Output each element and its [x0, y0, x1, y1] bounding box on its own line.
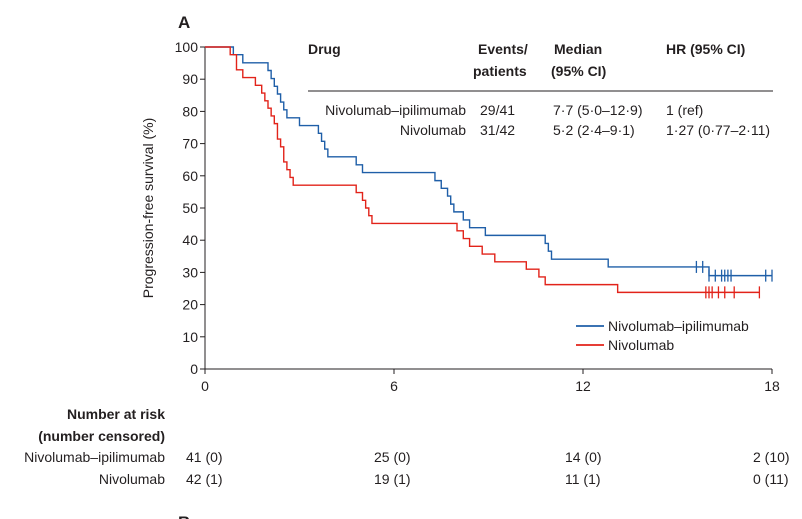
- y-tick-label: 100: [175, 39, 199, 55]
- risk-row-2-label: Nivolumab: [99, 471, 165, 487]
- y-tick-label: 0: [190, 361, 198, 377]
- x-tick-label: 12: [575, 378, 591, 394]
- risk-row-2-value: 19 (1): [374, 471, 411, 487]
- hr-row-2-drug: Nivolumab: [400, 122, 466, 138]
- survival-curves: [205, 46, 773, 299]
- legend-label-nivolumab: Nivolumab: [608, 337, 674, 353]
- hr-row-1-hr: 1 (ref): [666, 102, 703, 118]
- risk-table: Number at risk (number censored) Nivolum…: [24, 406, 789, 487]
- hr-row-2-hr: 1·27 (0·77–2·11): [666, 122, 770, 138]
- hr-header-events-1: Events/: [478, 41, 528, 57]
- risk-row-1-value: 14 (0): [565, 449, 602, 465]
- risk-table-title-2: (number censored): [38, 428, 165, 444]
- x-tick-label: 18: [764, 378, 780, 394]
- y-tick-label: 20: [182, 297, 198, 313]
- risk-row-2-value: 42 (1): [186, 471, 223, 487]
- x-tick-label: 6: [390, 378, 398, 394]
- hr-row-2-median: 5·2 (2·4–9·1): [553, 122, 635, 138]
- hr-header-events-2: patients: [473, 63, 527, 79]
- x-tick-label: 0: [201, 378, 209, 394]
- hr-row-1-drug: Nivolumab–ipilimumab: [325, 102, 466, 118]
- hr-row-1-median: 7·7 (5·0–12·9): [553, 102, 643, 118]
- legend-label-nivolumab-ipilimumab: Nivolumab–ipilimumab: [608, 318, 749, 334]
- panel-label-b: B: [178, 513, 190, 519]
- x-axis: 0 6 12 18: [201, 369, 780, 394]
- hr-row-2-events: 31/42: [480, 122, 515, 138]
- y-tick-label: 50: [182, 200, 198, 216]
- risk-row-1-value: 2 (10): [753, 449, 790, 465]
- hr-header-hr: HR (95% CI): [666, 41, 745, 57]
- panel-label-a: A: [178, 13, 190, 32]
- legend: Nivolumab–ipilimumab Nivolumab: [576, 318, 749, 353]
- series-line-nivolumab: [205, 46, 760, 294]
- y-axis-label: Progression-free survival (%): [140, 118, 156, 299]
- y-axis: 0 10 20 30 40 50 60 70 80 90 100: [175, 39, 205, 377]
- hr-header-median-2: (95% CI): [551, 63, 606, 79]
- series-line-nivolumab-ipilimumab: [205, 46, 772, 277]
- y-tick-label: 90: [182, 71, 198, 87]
- risk-row-1-value: 25 (0): [374, 449, 411, 465]
- risk-row-1-value: 41 (0): [186, 449, 223, 465]
- y-tick-label: 60: [182, 168, 198, 184]
- risk-row-2-value: 0 (11): [753, 471, 789, 487]
- y-tick-label: 70: [182, 136, 198, 152]
- risk-row-2-value: 11 (1): [565, 471, 601, 487]
- risk-row-1-label: Nivolumab–ipilimumab: [24, 449, 165, 465]
- y-tick-label: 30: [182, 264, 198, 280]
- y-tick-label: 80: [182, 103, 198, 119]
- hr-header-drug: Drug: [308, 41, 341, 57]
- hr-header-median-1: Median: [554, 41, 602, 57]
- hr-row-1-events: 29/41: [480, 102, 515, 118]
- y-tick-label: 40: [182, 232, 198, 248]
- y-tick-label: 10: [182, 329, 198, 345]
- hr-table: Drug Events/ patients Median (95% CI) HR…: [308, 41, 773, 138]
- risk-table-title-1: Number at risk: [67, 406, 165, 422]
